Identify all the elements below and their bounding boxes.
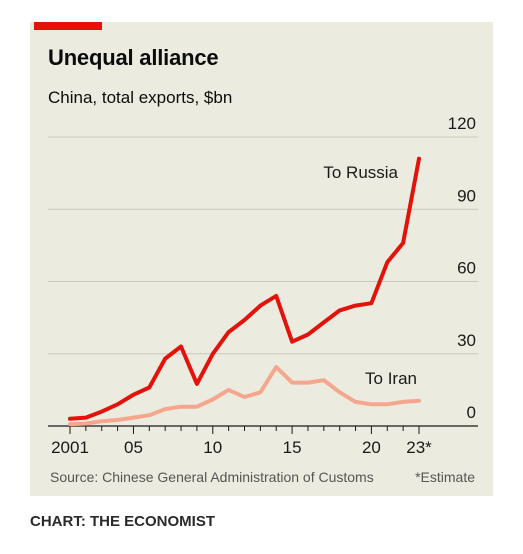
x-tick-label: 10 xyxy=(203,438,222,457)
chart-panel xyxy=(30,22,493,496)
y-tick-label: 30 xyxy=(457,331,476,350)
estimate-footnote: *Estimate xyxy=(415,469,475,485)
chart-credit: CHART: THE ECONOMIST xyxy=(30,513,215,530)
x-tick-label: 15 xyxy=(283,438,302,457)
series-label-russia: To Russia xyxy=(323,163,398,182)
series-label-iran: To Iran xyxy=(365,369,417,388)
y-tick-label: 90 xyxy=(457,186,476,205)
red-accent-bar xyxy=(34,22,102,30)
x-tick-label: 20 xyxy=(362,438,381,457)
y-tick-label: 60 xyxy=(457,259,476,278)
series-line-russia xyxy=(68,156,421,421)
series-line-iran xyxy=(68,365,421,427)
y-tick-label: 0 xyxy=(467,403,476,422)
x-tick-label: 05 xyxy=(124,438,143,457)
y-tick-label: 120 xyxy=(448,114,476,133)
source-note: Source: Chinese General Administration o… xyxy=(50,469,374,485)
x-tick-label: 2001 xyxy=(51,438,89,457)
x-tick-label: 23* xyxy=(406,438,432,457)
chart-title: Unequal alliance xyxy=(48,45,219,70)
chart-subtitle: China, total exports, $bn xyxy=(48,88,233,107)
